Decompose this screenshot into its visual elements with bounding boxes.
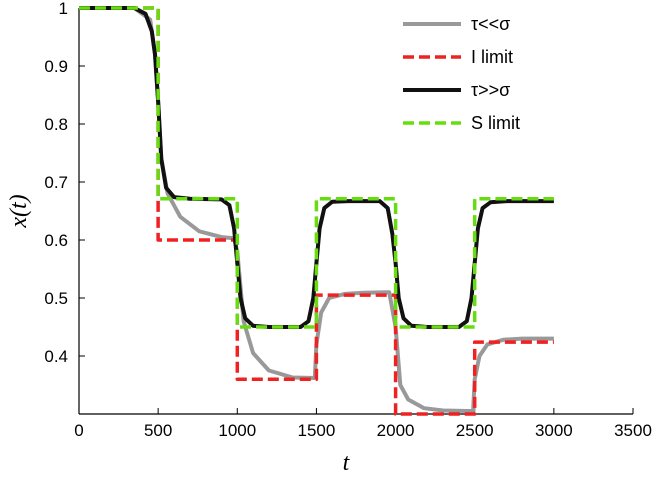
legend-label-1: I limit — [471, 47, 513, 67]
legend: τ<<σ I limit τ>>σ S limit — [403, 14, 520, 133]
legend-label-2: τ>>σ — [471, 80, 510, 100]
x-tick-label: 1000 — [218, 421, 256, 440]
x-tick-label: 3500 — [614, 421, 652, 440]
series-line-2 — [79, 6, 554, 329]
legend-label-0: τ<<σ — [471, 14, 510, 34]
series-line-3 — [79, 6, 554, 329]
y-tick-label: 0.4 — [44, 347, 68, 366]
x-tick-label: 500 — [144, 421, 172, 440]
y-tick-label: 0.8 — [44, 115, 68, 134]
x-tick-label: 0 — [74, 421, 83, 440]
x-tick-label: 2500 — [456, 421, 494, 440]
x-tick-label: 3000 — [535, 421, 573, 440]
series-line-1 — [79, 6, 554, 416]
y-tick-label: 1 — [59, 0, 68, 18]
y-tick-label: 0.6 — [44, 231, 68, 250]
x-axis-label: t — [343, 450, 351, 476]
axes: 0 500 1000 1500 2000 2500 3000 3500 0.4 0.5 0.6 0.7… — [44, 0, 652, 440]
x-tick-label: 1500 — [298, 421, 336, 440]
legend-label-3: S limit — [471, 113, 520, 133]
y-tick-label: 0.7 — [44, 173, 68, 192]
y-tick-label: 0.9 — [44, 57, 68, 76]
series-lines — [79, 6, 554, 416]
x-tick-label: 2000 — [377, 421, 415, 440]
y-axis-label: x(t) — [6, 194, 32, 228]
y-tick-label: 0.5 — [44, 289, 68, 308]
